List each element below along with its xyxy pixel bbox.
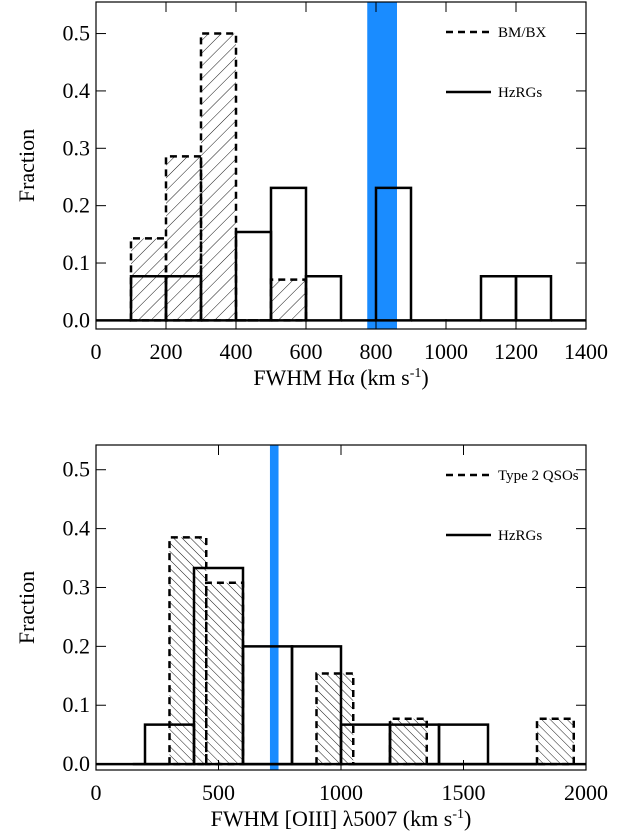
highlight-band <box>367 2 397 329</box>
histogram-bin <box>241 645 294 766</box>
histogram-bin <box>269 186 308 322</box>
x-tick-label: 600 <box>290 339 323 364</box>
x-tick-label: 1000 <box>319 780 363 805</box>
x-tick-label: 1400 <box>564 339 608 364</box>
x-axis-label: FWHM Hα (km s-1) <box>253 365 428 390</box>
y-tick-label: 0.5 <box>63 457 91 482</box>
x-tick-label: 1000 <box>424 339 468 364</box>
y-tick-label: 0.3 <box>63 574 91 599</box>
histogram-bin <box>168 536 208 766</box>
histogram-bin <box>374 186 413 322</box>
y-tick-label: 0.0 <box>63 751 91 776</box>
x-axis-label-part: ) <box>464 806 471 831</box>
y-tick-label: 0.2 <box>63 193 91 218</box>
panel: 0 500 1000 1500 2000 0.0 0.1 0.2 0.3 0.4 0.5 FWHM [… <box>14 444 608 831</box>
y-tick-label: 0.4 <box>63 78 91 103</box>
y-tick-label: 0.5 <box>63 21 91 46</box>
histogram-bin <box>192 566 245 766</box>
x-tick-label: 200 <box>150 339 183 364</box>
y-tick-label: 0.1 <box>63 250 91 275</box>
histogram-bin <box>234 230 273 322</box>
histogram-bin <box>269 278 308 322</box>
plot-frame <box>95 1 587 330</box>
y-tick-label: 0.2 <box>63 633 91 658</box>
histogram-bin <box>315 672 355 766</box>
histogram-bin <box>437 723 490 766</box>
histogram-bin <box>205 581 245 766</box>
y-axis-label: Fraction <box>14 129 39 202</box>
histogram-bin <box>535 717 575 766</box>
histogram-bin <box>199 32 238 322</box>
x-tick-label: 0 <box>91 339 102 364</box>
legend-label: HzRGs <box>498 528 542 544</box>
x-tick-label: 500 <box>202 780 235 805</box>
x-axis-label-part: FWHM Hα (km s <box>253 365 409 390</box>
x-tick-label: 800 <box>360 339 393 364</box>
x-axis-label-part: -1 <box>410 366 422 381</box>
x-axis-label: FWHM [OIII] λ5007 (km s-1) <box>211 806 472 831</box>
y-tick-label: 0.3 <box>63 135 91 160</box>
x-axis-label-part: ) <box>421 365 428 390</box>
x-tick-label: 1200 <box>494 339 538 364</box>
histogram-bin <box>164 155 203 322</box>
legend-label: Type 2 QSOs <box>498 468 579 484</box>
histogram-bin <box>129 237 168 322</box>
x-tick-label: 400 <box>220 339 253 364</box>
x-axis-label-part: FWHM [OIII] λ5007 (km s <box>211 806 453 831</box>
legend-label: BM/BX <box>498 25 547 41</box>
x-tick-label: 2000 <box>564 780 608 805</box>
x-axis-label-part: -1 <box>452 807 464 822</box>
y-axis-label: Fraction <box>14 571 39 644</box>
y-tick-label: 0.0 <box>63 307 91 332</box>
histogram-bin <box>164 274 203 322</box>
legend-label: HzRGs <box>498 85 542 101</box>
x-tick-label: 0 <box>91 780 102 805</box>
x-tick-label: 1500 <box>442 780 486 805</box>
histogram-bin <box>514 274 553 322</box>
highlight-band <box>269 445 279 770</box>
histogram-bin <box>290 645 343 766</box>
y-tick-label: 0.1 <box>63 692 91 717</box>
histogram-bin <box>479 274 518 322</box>
histogram-bin <box>304 274 343 322</box>
panel: 0 200 400 600 800 1000 1200 1400 0.0 0.1 0.2 0.3 0.4… <box>14 1 608 390</box>
y-tick-label: 0.4 <box>63 516 91 541</box>
